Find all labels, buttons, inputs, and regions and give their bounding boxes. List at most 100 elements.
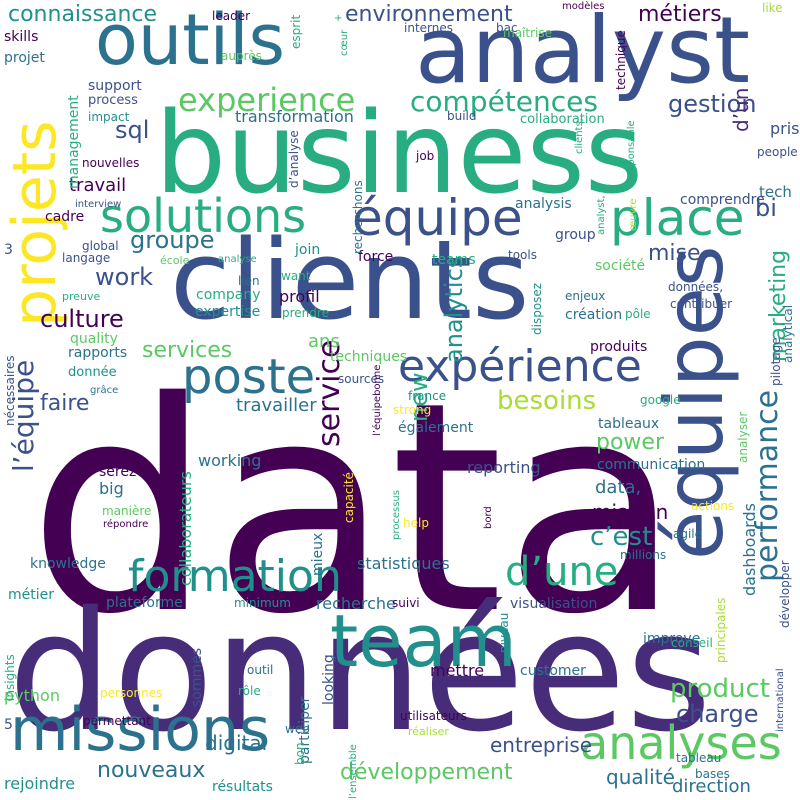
cloud-word: - xyxy=(160,544,164,555)
cloud-word: analytics xyxy=(440,255,468,363)
cloud-word: leader xyxy=(212,9,251,23)
cloud-word: group xyxy=(555,227,596,243)
cloud-word: rapports xyxy=(68,345,128,361)
cloud-word: analytical xyxy=(781,304,795,363)
cloud-word: solutions xyxy=(100,189,307,243)
cloud-word: serez xyxy=(99,464,137,480)
cloud-word: analyses xyxy=(580,716,782,770)
cloud-word: working xyxy=(198,451,262,470)
cloud-word: build xyxy=(447,109,477,123)
cloud-word: data xyxy=(28,341,682,678)
cloud-word: projet xyxy=(4,50,45,66)
cloud-word: force xyxy=(358,249,394,265)
cloud-word: services xyxy=(142,338,233,363)
cloud-word: développement xyxy=(340,760,513,785)
cloud-word: enjeux xyxy=(565,289,606,303)
cloud-word: donnée xyxy=(68,365,117,380)
cloud-word: place xyxy=(610,189,745,247)
cloud-word: 3 xyxy=(4,242,13,258)
cloud-word: digital xyxy=(205,731,268,755)
cloud-word: experience xyxy=(178,81,356,119)
cloud-word: profil xyxy=(279,287,320,306)
cloud-word: communication xyxy=(597,457,706,473)
cloud-word: processus xyxy=(391,490,402,540)
cloud-word: données, xyxy=(668,280,724,294)
cloud-word: team xyxy=(330,599,517,683)
cloud-word: capacité xyxy=(342,472,356,523)
cloud-word: conseil xyxy=(671,636,713,650)
cloud-word: france xyxy=(408,389,447,403)
cloud-word: 5 xyxy=(4,717,13,733)
cloud-word: statistiques xyxy=(357,554,450,573)
cloud-word: mission xyxy=(592,500,669,524)
cloud-word: personnes xyxy=(100,686,163,700)
cloud-word: quality xyxy=(70,331,118,347)
cloud-word: bac xyxy=(496,21,518,35)
cloud-word: suivi xyxy=(392,596,420,610)
cloud-word: nouveaux xyxy=(97,758,206,783)
cloud-word: auprès xyxy=(221,49,262,63)
cloud-word: niveau xyxy=(497,612,511,653)
cloud-word: collaborateurs xyxy=(176,471,195,586)
cloud-word: cœur xyxy=(339,29,350,56)
cloud-word: dashboards xyxy=(740,503,759,596)
cloud-word: recherche xyxy=(316,594,396,613)
cloud-word: l’équipebonne xyxy=(372,364,383,436)
cloud-word: tableaux xyxy=(598,416,660,432)
cloud-word: sql xyxy=(115,116,150,144)
cloud-word: langage xyxy=(62,251,111,265)
cloud-word: process xyxy=(88,93,138,108)
cloud-word: travailler xyxy=(236,395,317,416)
cloud-word: également xyxy=(398,420,474,436)
cloud-word: want xyxy=(281,269,311,283)
cloud-word: l’ensemble xyxy=(348,744,359,799)
cloud-word: tech xyxy=(759,183,792,201)
cloud-word: technique xyxy=(614,30,628,90)
cloud-word: disposez xyxy=(530,282,544,335)
cloud-word: poste xyxy=(182,349,316,405)
cloud-word: missions xyxy=(10,695,271,765)
cloud-word: permettant xyxy=(83,714,151,728)
cloud-word: métier xyxy=(8,587,54,603)
cloud-word: cadre xyxy=(45,209,85,225)
cloud-word: faire xyxy=(40,391,90,416)
cloud-word: google xyxy=(640,393,681,407)
cloud-word: lien xyxy=(238,274,260,288)
cloud-word: réaliser xyxy=(408,725,449,738)
cloud-word: clients xyxy=(170,216,530,344)
cloud-word: collaboration xyxy=(520,112,605,127)
cloud-word: data, xyxy=(595,477,642,498)
cloud-word: sommes xyxy=(189,647,205,707)
cloud-word: support xyxy=(88,78,142,94)
cloud-word: direction xyxy=(672,776,751,797)
cloud-word: analyst, xyxy=(596,195,607,235)
cloud-word: tableau xyxy=(676,751,722,765)
cloud-word: environnement xyxy=(345,2,513,27)
cloud-word: société xyxy=(595,258,646,274)
cloud-word: analyst xyxy=(415,0,751,104)
cloud-word: grâce xyxy=(90,385,119,396)
cloud-word: d’analyse xyxy=(287,130,301,188)
cloud-word: outils xyxy=(95,0,286,81)
cloud-word: visualisation xyxy=(510,596,598,612)
cloud-word: mettre xyxy=(430,661,485,680)
cloud-word: formation xyxy=(128,551,342,602)
cloud-word: entreprise xyxy=(490,733,593,757)
cloud-word: web xyxy=(285,722,310,736)
cloud-word: esprit xyxy=(289,14,303,49)
cloud-word: clients, xyxy=(574,118,585,154)
cloud-word: équipe xyxy=(352,189,523,247)
cloud-word: c’est xyxy=(590,522,653,552)
cloud-word: join xyxy=(295,242,321,258)
cloud-word: agile xyxy=(673,527,703,541)
cloud-word: nécessaires xyxy=(3,355,17,426)
cloud-word: bord xyxy=(483,506,494,529)
cloud-word: culture xyxy=(40,305,124,333)
cloud-word: teams xyxy=(432,252,476,268)
cloud-word: reporting xyxy=(467,458,541,477)
cloud-word: modèles xyxy=(562,1,605,12)
cloud-word: analyse xyxy=(218,254,257,265)
cloud-word: nouvelles xyxy=(82,156,140,170)
cloud-word: plateforme xyxy=(106,595,183,611)
cloud-word: internes xyxy=(404,21,453,35)
